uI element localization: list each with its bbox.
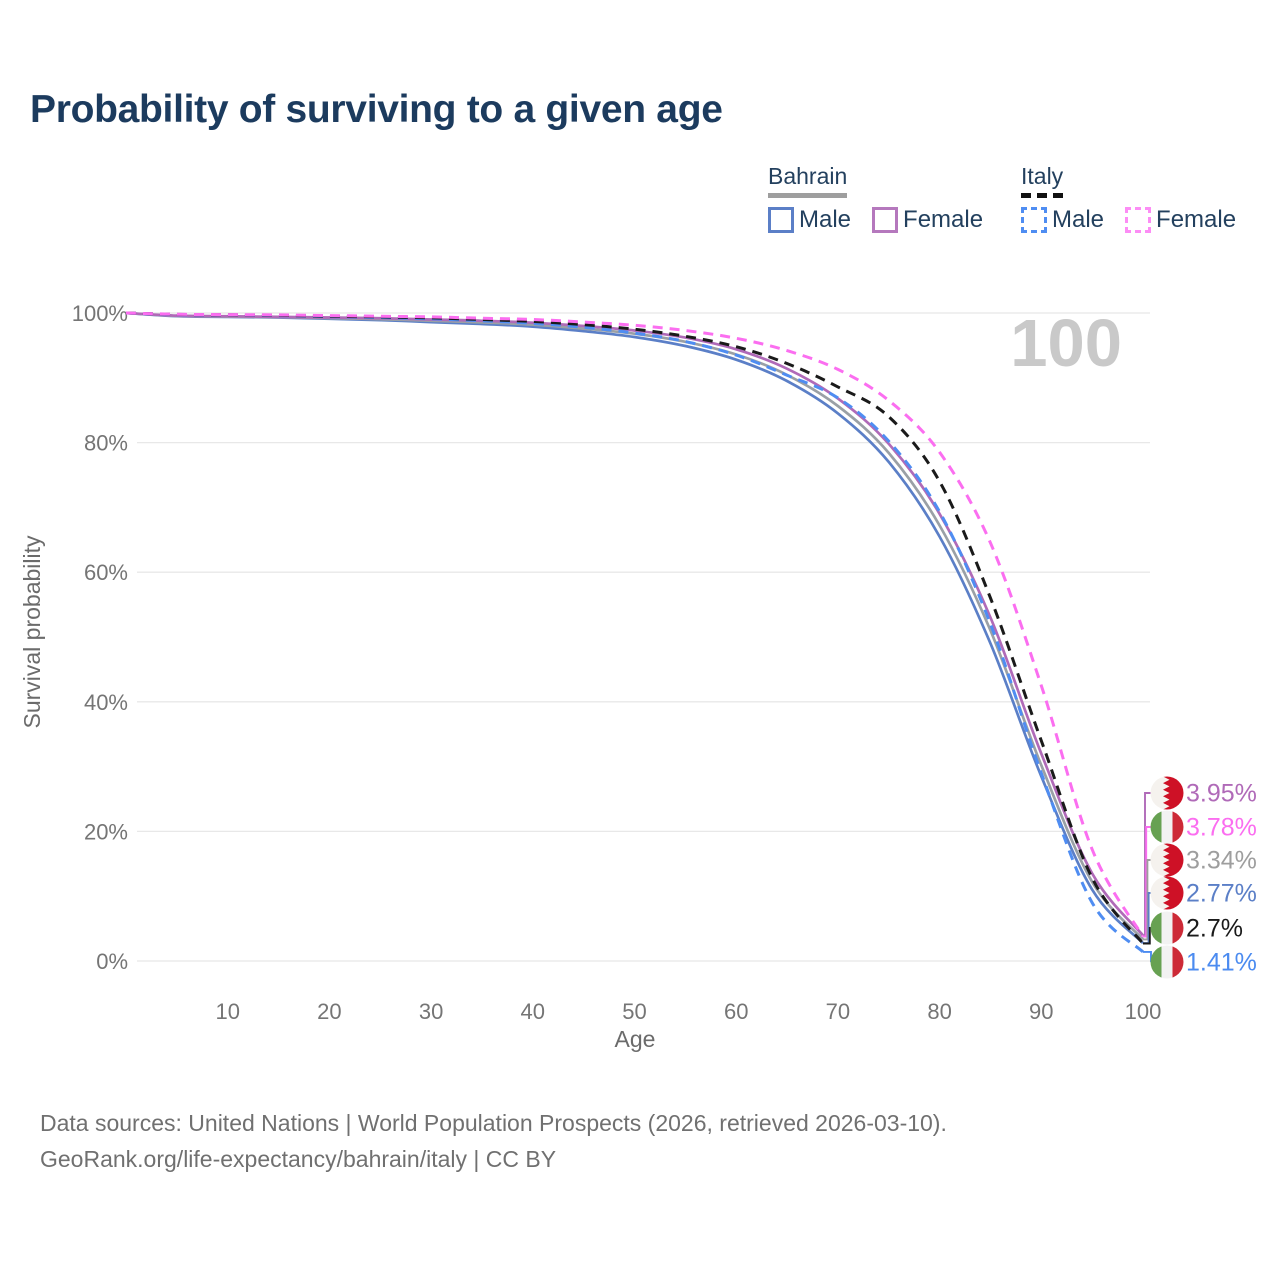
y-tick-100: 100% (72, 301, 128, 326)
end-label-bahrain-male: 2.77% (1143, 876, 1257, 945)
y-tick-40: 40% (84, 690, 128, 715)
legend-bahrain-male-label: Male (799, 206, 852, 233)
end-label-value: 3.95% (1186, 780, 1257, 808)
end-label-value: 3.78% (1186, 814, 1257, 842)
y-axis-title: Survival probability (19, 535, 45, 729)
legend-group-bahrain: Bahrain Male Female (768, 163, 1004, 234)
x-tick-40: 40 (521, 999, 545, 1024)
end-label-italy: 2.7% (1143, 911, 1243, 945)
page-title: Probability of surviving to a given age (30, 88, 723, 131)
x-tick-100: 100 (1125, 999, 1162, 1024)
legend-item-bahrain-male[interactable]: Male (768, 206, 851, 234)
x-tick-30: 30 (419, 999, 443, 1024)
bahrain-flag-icon (1150, 843, 1184, 877)
footer: Data sources: United Nations | World Pop… (40, 1105, 947, 1177)
label-connector-line (1143, 826, 1151, 938)
series-line-bahrain-female[interactable] (125, 311, 1145, 937)
label-connector-line (1143, 859, 1151, 941)
legend-item-italy-male[interactable]: Male (1021, 206, 1104, 234)
legend-item-bahrain-female[interactable]: Female (872, 206, 983, 234)
x-tick-10: 10 (215, 999, 239, 1024)
bahrain-female-swatch-icon (872, 207, 899, 233)
legend-bahrain-title[interactable]: Bahrain (768, 163, 848, 198)
bahrain-flag-icon (1150, 876, 1184, 910)
label-connector-line (1143, 792, 1151, 937)
legend-item-italy-female[interactable]: Female (1125, 206, 1236, 234)
series-line-italy-female[interactable] (125, 311, 1145, 938)
end-label-value: 2.7% (1186, 915, 1243, 943)
italy-flag-icon (1150, 810, 1184, 844)
legend: Bahrain Male Female Italy Male (0, 163, 1280, 243)
italy-male-swatch-icon (1021, 207, 1047, 233)
x-tick-20: 20 (317, 999, 341, 1024)
y-tick-0: 0% (96, 949, 128, 974)
x-axis-title: Age (614, 1026, 656, 1052)
end-label-bahrain: 3.34% (1143, 843, 1257, 941)
legend-italy-male-label: Male (1052, 206, 1105, 233)
x-tick-90: 90 (1029, 999, 1053, 1024)
italy-flag-icon (1150, 911, 1184, 945)
x-tick-70: 70 (826, 999, 850, 1024)
end-label-value: 1.41% (1186, 949, 1257, 977)
italy-female-swatch-icon (1125, 207, 1152, 233)
x-tick-60: 60 (724, 999, 748, 1024)
y-tick-80: 80% (84, 431, 128, 456)
footer-data-sources: Data sources: United Nations | World Pop… (40, 1110, 947, 1136)
bahrain-male-swatch-icon (768, 207, 794, 233)
legend-group-italy: Italy Male Female (1021, 163, 1257, 234)
end-label-value: 2.77% (1186, 880, 1257, 908)
legend-italy-title[interactable]: Italy (1021, 163, 1064, 198)
label-connector-line (1143, 927, 1151, 945)
y-tick-60: 60% (84, 560, 128, 585)
series-line-italy[interactable] (125, 311, 1145, 945)
x-tick-80: 80 (927, 999, 951, 1024)
end-label-value: 3.34% (1186, 847, 1257, 875)
italy-flag-icon (1150, 945, 1184, 979)
end-label-italy-male: 1.41% (1143, 945, 1257, 979)
y-tick-20: 20% (84, 819, 128, 844)
footer-attribution: GeoRank.org/life-expectancy/bahrain/ital… (40, 1146, 557, 1172)
legend-bahrain-female-label: Female (903, 206, 984, 233)
end-label-italy-female: 3.78% (1143, 810, 1257, 938)
legend-italy-female-label: Female (1156, 206, 1237, 233)
bahrain-flag-icon (1150, 776, 1184, 810)
age-watermark: 100 (1010, 306, 1122, 381)
x-tick-50: 50 (622, 999, 646, 1024)
end-label-bahrain-female: 3.95% (1143, 776, 1257, 937)
